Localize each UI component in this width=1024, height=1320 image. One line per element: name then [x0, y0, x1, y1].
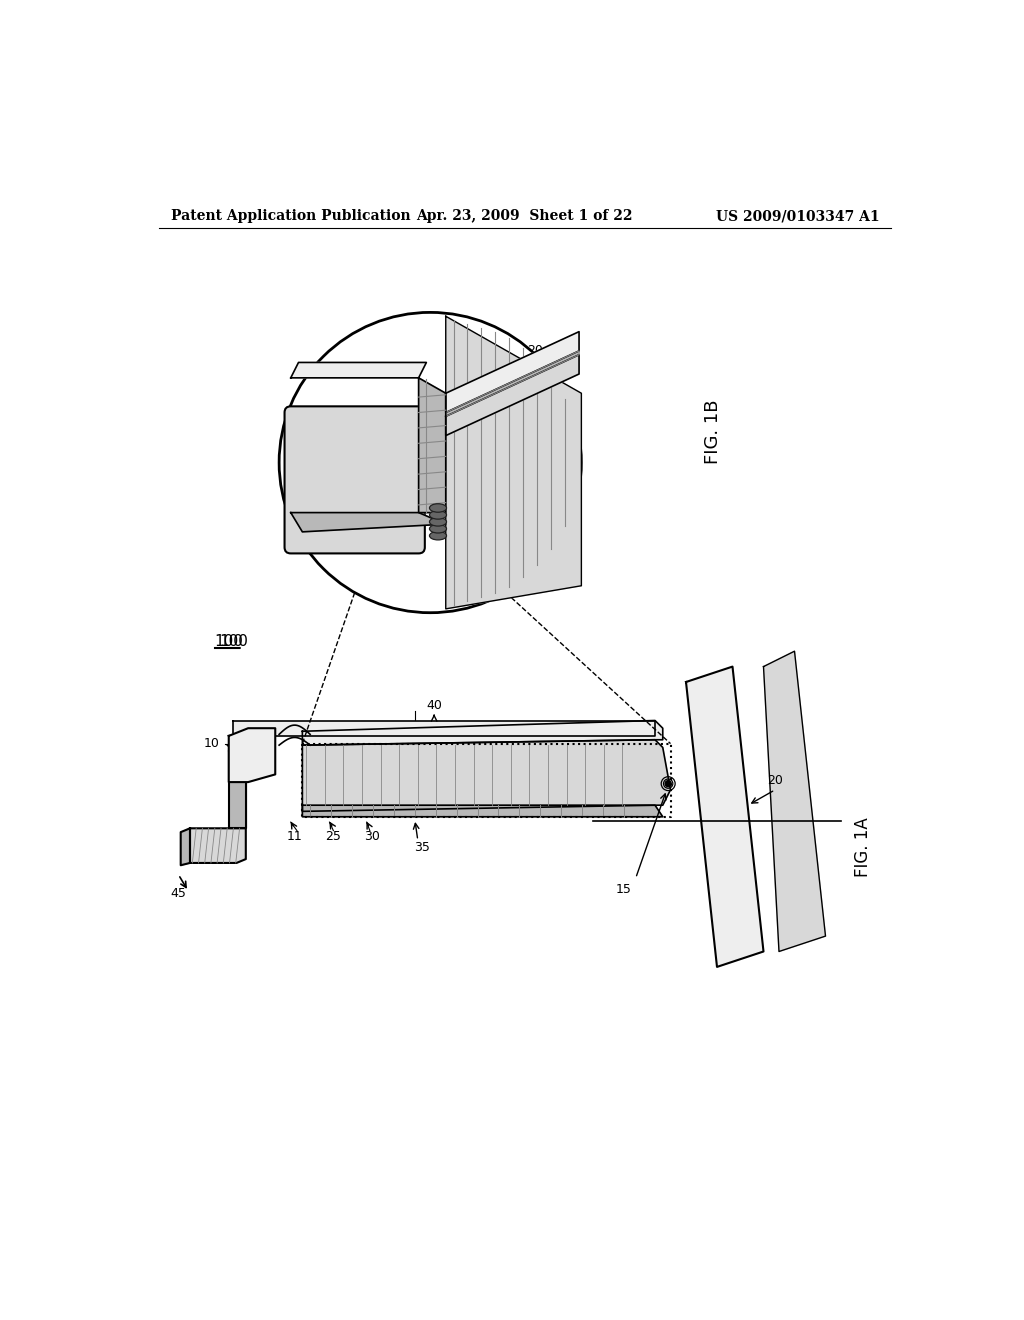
Text: 25: 25 — [326, 829, 341, 842]
Circle shape — [665, 780, 672, 787]
Polygon shape — [764, 651, 825, 952]
Text: 40: 40 — [426, 698, 442, 711]
Polygon shape — [302, 805, 663, 817]
Text: FIG. 1B: FIG. 1B — [705, 400, 722, 465]
FancyBboxPatch shape — [285, 407, 425, 553]
Polygon shape — [232, 721, 655, 737]
Polygon shape — [302, 721, 663, 744]
Ellipse shape — [429, 532, 446, 540]
Ellipse shape — [429, 511, 446, 519]
Text: 20: 20 — [527, 345, 543, 358]
Text: FIG. 1A: FIG. 1A — [854, 817, 871, 878]
Polygon shape — [445, 351, 579, 416]
Text: 15: 15 — [450, 564, 465, 577]
Text: 35: 35 — [415, 841, 430, 854]
Polygon shape — [228, 729, 275, 781]
Text: 100: 100 — [215, 635, 244, 649]
Polygon shape — [190, 829, 246, 863]
Text: 20: 20 — [767, 774, 783, 787]
Polygon shape — [686, 667, 764, 966]
Circle shape — [280, 313, 582, 612]
Polygon shape — [445, 331, 579, 412]
Ellipse shape — [429, 504, 446, 512]
Polygon shape — [291, 512, 445, 532]
Text: Patent Application Publication: Patent Application Publication — [171, 209, 411, 223]
Text: 10: 10 — [345, 433, 360, 446]
Polygon shape — [419, 378, 445, 512]
Polygon shape — [228, 751, 246, 829]
Polygon shape — [180, 829, 190, 866]
Text: Apr. 23, 2009  Sheet 1 of 22: Apr. 23, 2009 Sheet 1 of 22 — [417, 209, 633, 223]
Ellipse shape — [429, 524, 446, 533]
Text: 11: 11 — [287, 829, 302, 842]
Ellipse shape — [429, 517, 446, 527]
Text: 30: 30 — [365, 829, 380, 842]
Polygon shape — [445, 355, 579, 436]
Polygon shape — [445, 317, 582, 609]
Text: 15: 15 — [616, 883, 632, 896]
Polygon shape — [302, 739, 671, 812]
Text: 45: 45 — [170, 887, 186, 900]
Polygon shape — [291, 363, 426, 378]
Text: US 2009/0103347 A1: US 2009/0103347 A1 — [716, 209, 880, 223]
Text: 100: 100 — [219, 635, 249, 649]
Text: 10: 10 — [204, 737, 219, 750]
